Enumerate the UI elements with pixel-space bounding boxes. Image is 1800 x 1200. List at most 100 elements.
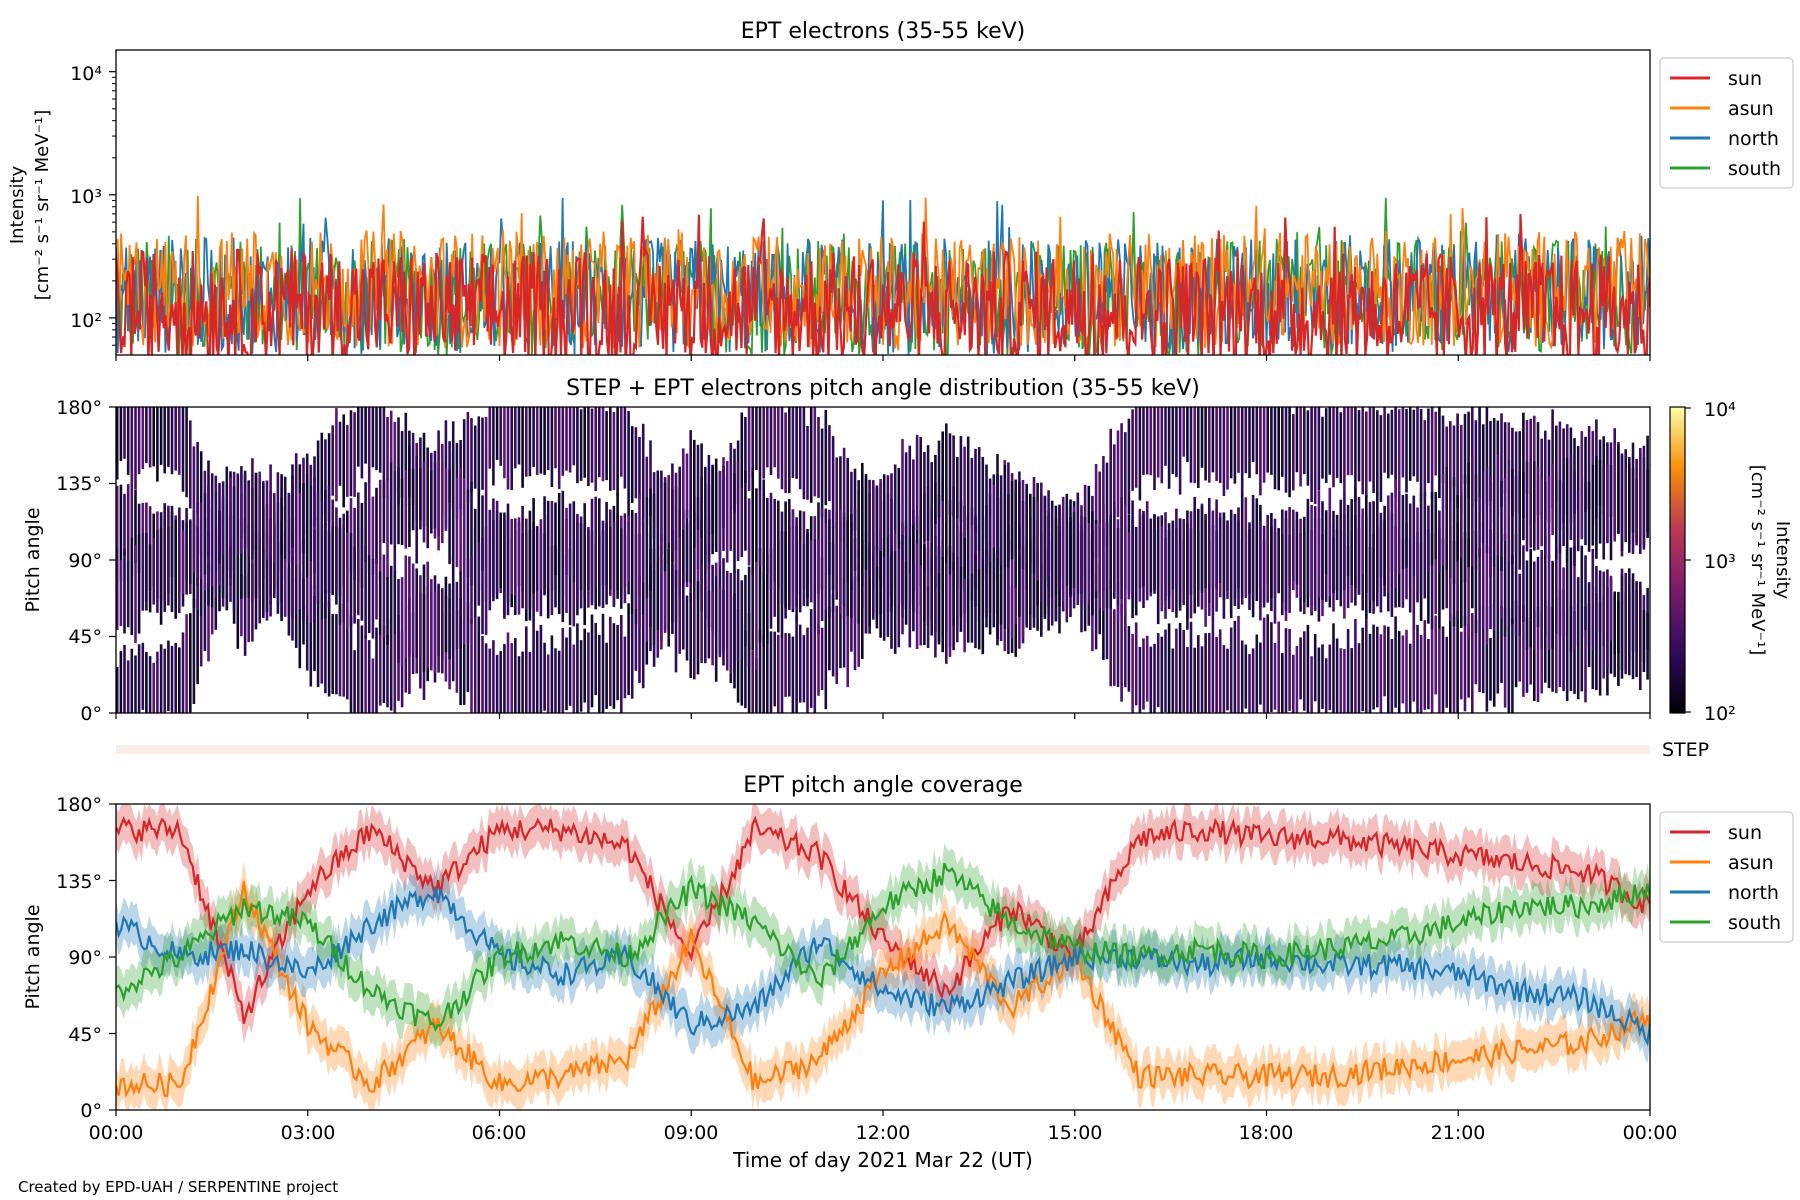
pad-cell bbox=[141, 407, 145, 469]
pad-cell bbox=[116, 485, 119, 591]
pad-cell bbox=[411, 563, 415, 653]
pad-cell bbox=[747, 498, 751, 566]
pad-cell bbox=[367, 555, 371, 633]
pad-cell bbox=[1313, 407, 1317, 504]
legend3-sun-label: sun bbox=[1728, 822, 1762, 844]
pad-cell bbox=[404, 412, 408, 507]
pad-cell bbox=[1365, 609, 1368, 713]
pad-cell bbox=[999, 547, 1003, 625]
pad-cell bbox=[1576, 489, 1580, 552]
pad-cell bbox=[466, 602, 470, 692]
pad-cell bbox=[963, 578, 966, 653]
pad-cell bbox=[1142, 638, 1145, 710]
xtick-label-0600: 06:00 bbox=[472, 1122, 527, 1144]
pad-cell bbox=[1555, 425, 1558, 503]
pad-cell bbox=[777, 634, 780, 713]
pad-cell bbox=[1131, 409, 1134, 491]
pad-cell bbox=[167, 505, 170, 606]
pad-cell bbox=[824, 523, 828, 611]
pad-cell bbox=[1182, 630, 1185, 713]
pad-cell bbox=[616, 625, 619, 701]
pad-cell bbox=[276, 472, 280, 580]
pad-cell bbox=[1419, 408, 1423, 503]
pad-cell bbox=[331, 526, 334, 595]
pad-cell bbox=[1138, 407, 1142, 501]
pad-cell bbox=[546, 654, 550, 713]
pad-cell bbox=[974, 553, 977, 649]
pad-cell bbox=[1408, 503, 1412, 588]
pad-cell bbox=[1379, 634, 1383, 713]
pad-cell bbox=[1452, 477, 1456, 585]
pad-cell bbox=[630, 603, 634, 699]
pad-cell bbox=[156, 407, 159, 482]
pad-cell bbox=[1496, 631, 1500, 694]
pad-cell bbox=[879, 549, 882, 638]
pad-cell bbox=[923, 452, 926, 542]
pad-cell bbox=[1332, 407, 1335, 488]
pad-cell bbox=[1474, 420, 1478, 502]
pad-cell bbox=[126, 407, 130, 475]
pad-cell bbox=[1522, 412, 1525, 519]
pad-cell bbox=[313, 477, 316, 574]
pad-cell bbox=[1551, 409, 1554, 508]
pad-cell bbox=[1503, 607, 1507, 708]
pad-cell bbox=[1544, 535, 1547, 638]
pad-cell bbox=[353, 546, 356, 624]
pad-cell bbox=[145, 407, 148, 464]
pad-cell bbox=[565, 407, 568, 471]
pad-cell bbox=[499, 651, 502, 713]
pad-cell bbox=[1361, 407, 1364, 495]
pad-cell bbox=[1390, 639, 1394, 713]
pad-cell bbox=[641, 423, 645, 526]
pad-cell bbox=[1412, 624, 1416, 702]
pad-cell bbox=[1492, 418, 1496, 523]
pad-cell bbox=[572, 407, 576, 466]
pad-cell bbox=[945, 563, 948, 664]
pad-cell bbox=[638, 493, 641, 597]
pad-cell bbox=[1518, 606, 1521, 682]
pad-cell bbox=[1551, 560, 1554, 649]
pad-cell bbox=[466, 411, 470, 503]
pad-cell bbox=[119, 407, 123, 461]
pad-cell bbox=[744, 470, 747, 551]
pad-cell bbox=[313, 529, 316, 623]
pad-cell bbox=[1617, 444, 1620, 534]
pad-cell bbox=[1295, 407, 1299, 473]
pad-cell bbox=[908, 523, 912, 604]
pad-cell bbox=[510, 518, 513, 595]
pad-cell bbox=[893, 551, 897, 654]
pad-cell bbox=[1427, 639, 1430, 710]
pad-cell bbox=[693, 439, 696, 548]
pad-cell bbox=[506, 407, 510, 490]
pad-cell bbox=[1010, 540, 1014, 638]
pad-cell bbox=[1255, 634, 1259, 713]
pad-cell bbox=[1434, 532, 1437, 614]
pad-cell bbox=[1153, 514, 1156, 594]
pad-cell bbox=[1441, 538, 1445, 610]
pad-cell bbox=[1361, 627, 1364, 712]
pad-cell bbox=[419, 468, 422, 530]
pad-cell bbox=[1394, 479, 1397, 588]
pad-cell bbox=[1138, 646, 1142, 713]
pad-cell bbox=[236, 475, 240, 556]
pad-cell bbox=[729, 464, 733, 551]
pad-cell bbox=[612, 623, 616, 709]
pad-cell bbox=[247, 483, 250, 557]
pad-cell bbox=[495, 654, 499, 713]
pad-cell bbox=[1127, 418, 1131, 515]
pad-cell bbox=[696, 444, 700, 530]
pad-cell bbox=[919, 565, 922, 646]
pad-cell bbox=[758, 629, 762, 713]
pad-cell bbox=[499, 512, 502, 588]
pad-cell bbox=[251, 563, 254, 642]
pad-cell bbox=[1481, 471, 1485, 544]
pad-cell bbox=[565, 507, 568, 575]
pad-cell bbox=[433, 592, 437, 673]
pad-cell bbox=[1427, 408, 1430, 484]
pad-cell bbox=[1215, 407, 1218, 481]
pad-cell bbox=[1277, 407, 1280, 491]
pad-cell bbox=[477, 616, 481, 713]
pad-cell bbox=[1160, 526, 1164, 612]
legend-sun-label: sun bbox=[1728, 68, 1762, 90]
pad-cell bbox=[397, 467, 400, 545]
